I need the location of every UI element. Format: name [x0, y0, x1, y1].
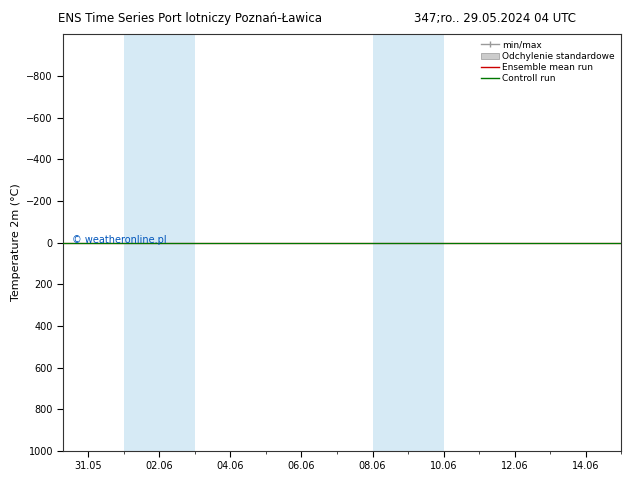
Legend: min/max, Odchylenie standardowe, Ensemble mean run, Controll run: min/max, Odchylenie standardowe, Ensembl… — [479, 39, 617, 85]
Text: © weatheronline.pl: © weatheronline.pl — [72, 236, 166, 245]
Bar — [373, 34, 444, 451]
Y-axis label: Temperature 2m (°C): Temperature 2m (°C) — [11, 184, 21, 301]
Bar — [124, 34, 195, 451]
Text: ENS Time Series Port lotniczy Poznań-Ławica: ENS Time Series Port lotniczy Poznań-Ław… — [58, 12, 322, 25]
Text: 347;ro.. 29.05.2024 04 UTC: 347;ro.. 29.05.2024 04 UTC — [413, 12, 576, 25]
